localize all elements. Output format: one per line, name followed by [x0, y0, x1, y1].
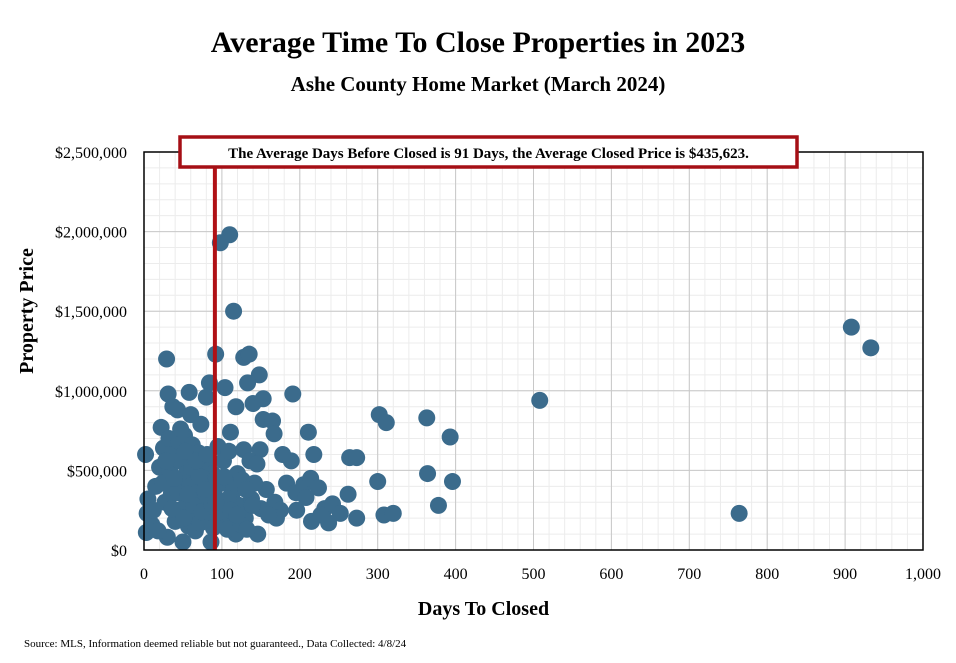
y-tick-label: $1,000,000 — [55, 384, 127, 401]
x-tick-label: 900 — [833, 566, 857, 583]
data-point — [730, 504, 748, 522]
data-point — [348, 449, 366, 467]
data-point — [441, 428, 459, 446]
data-point — [265, 425, 283, 443]
data-point — [216, 379, 234, 397]
annotation-text: The Average Days Before Closed is 91 Day… — [228, 146, 749, 162]
data-point — [158, 350, 176, 368]
data-point — [348, 509, 366, 527]
data-point — [331, 504, 349, 522]
data-point — [220, 442, 238, 460]
data-point — [168, 401, 186, 419]
x-tick-label: 200 — [288, 566, 312, 583]
x-tick-label: 1,000 — [905, 566, 941, 583]
data-point — [288, 501, 306, 519]
data-point — [190, 468, 208, 486]
data-point — [163, 500, 181, 518]
data-point — [228, 506, 246, 524]
data-point — [192, 415, 210, 433]
x-tick-label: 800 — [755, 566, 779, 583]
data-point — [179, 485, 197, 503]
data-point — [282, 452, 300, 470]
data-point — [862, 339, 880, 357]
x-tick-label: 700 — [677, 566, 701, 583]
data-point — [443, 473, 461, 491]
data-point — [284, 385, 302, 403]
data-point — [384, 504, 402, 522]
data-point — [227, 398, 245, 416]
y-axis-label: Property Price — [16, 248, 38, 374]
data-point — [180, 383, 198, 401]
data-point — [172, 420, 190, 438]
x-tick-label: 100 — [210, 566, 234, 583]
data-points — [137, 226, 880, 551]
data-point — [418, 409, 436, 427]
data-point — [299, 423, 317, 441]
data-point — [369, 473, 387, 491]
data-point — [137, 445, 155, 463]
data-point — [260, 506, 278, 524]
y-axis-ticks: $0 $500,000 $1,000,000 $1,500,000 $2,000,000… — [55, 145, 127, 560]
x-tick-label: 0 — [140, 566, 148, 583]
y-tick-label: $2,000,000 — [55, 225, 127, 242]
average-annotation: The Average Days Before Closed is 91 Day… — [178, 135, 799, 169]
data-point — [198, 445, 216, 463]
data-point — [237, 481, 255, 499]
data-point — [197, 388, 215, 406]
y-tick-label: $2,500,000 — [55, 145, 127, 162]
y-tick-label: $0 — [111, 543, 127, 560]
data-point — [239, 374, 257, 392]
data-point — [248, 455, 266, 473]
data-point — [243, 496, 261, 514]
data-point — [238, 520, 256, 538]
major-gridlines — [144, 152, 923, 550]
data-point — [842, 318, 860, 336]
data-point — [312, 506, 330, 524]
data-point — [157, 452, 175, 470]
chart-title: Average Time To Close Properties in 2023 — [210, 26, 746, 59]
x-tick-label: 300 — [366, 566, 390, 583]
data-point — [240, 345, 258, 363]
data-point — [149, 522, 167, 540]
annotation-box — [178, 135, 799, 169]
data-point — [175, 509, 193, 527]
data-point — [339, 485, 357, 503]
data-point — [264, 412, 282, 430]
data-point — [225, 302, 243, 320]
data-point — [254, 390, 272, 408]
x-tick-label: 500 — [522, 566, 546, 583]
data-point — [377, 414, 395, 432]
chart-subtitle: Ashe County Home Market (March 2024) — [290, 72, 666, 96]
data-point — [218, 520, 236, 538]
x-tick-label: 600 — [599, 566, 623, 583]
data-point — [202, 533, 220, 551]
y-tick-label: $1,500,000 — [55, 304, 127, 321]
x-axis-label: Days To Closed — [418, 598, 549, 620]
y-tick-label: $500,000 — [67, 463, 127, 480]
data-point — [196, 481, 214, 499]
data-point — [419, 465, 437, 483]
data-point — [176, 442, 194, 460]
data-point — [429, 496, 447, 514]
source-note: Source: MLS, Information deemed reliable… — [24, 638, 407, 650]
data-point — [174, 533, 192, 551]
data-point — [309, 479, 327, 497]
data-point — [251, 441, 269, 459]
data-point — [305, 445, 323, 463]
x-axis-ticks: 0 100 200 300 400 500 600 700 800 900 1,000 — [140, 566, 941, 583]
data-point — [297, 488, 315, 506]
data-point — [215, 468, 233, 486]
x-tick-label: 400 — [444, 566, 468, 583]
data-point — [221, 423, 239, 441]
data-point — [531, 391, 549, 409]
data-point — [165, 469, 183, 487]
